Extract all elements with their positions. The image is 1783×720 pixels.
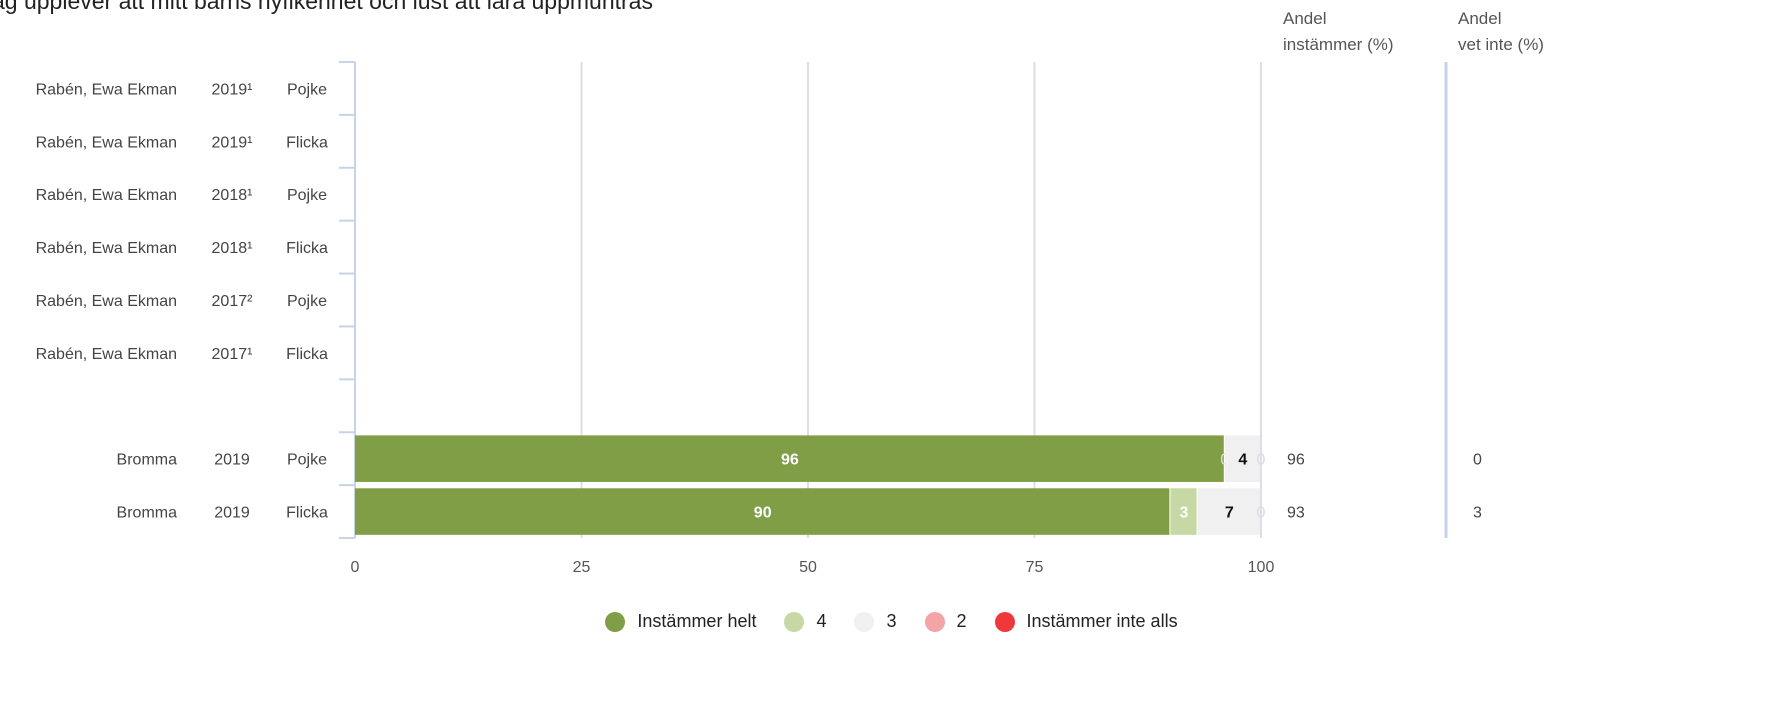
chart-legend: Instämmer helt 4 3 2 Instämmer inte alls bbox=[0, 610, 1783, 632]
legend-label: 4 bbox=[816, 611, 827, 632]
x-tick-label: 0 bbox=[351, 559, 360, 576]
row-label-year: 2018¹ bbox=[212, 240, 253, 257]
row-label-gender: Pojke bbox=[287, 293, 327, 310]
share-agree-header-line2: instämmer (%) bbox=[1283, 35, 1394, 54]
legend-marker bbox=[924, 611, 945, 632]
row-label-school: Bromma bbox=[117, 505, 178, 522]
row-label-gender: Flicka bbox=[286, 134, 328, 151]
share-agree-value: 93 bbox=[1287, 505, 1305, 522]
legend-item[interactable]: Instämmer helt bbox=[605, 610, 756, 632]
bar-segment bbox=[1170, 488, 1197, 535]
bar-data-label: 7 bbox=[1225, 505, 1234, 522]
legend-item[interactable]: 3 bbox=[854, 610, 897, 632]
bar-data-label: 0 bbox=[1257, 452, 1266, 469]
row-label-school: Rabén, Ewa Ekman bbox=[36, 134, 177, 151]
row-label-school: Bromma bbox=[117, 452, 178, 469]
legend-marker bbox=[854, 611, 875, 632]
row-label-gender: Pojke bbox=[287, 187, 327, 204]
row-label-gender: Flicka bbox=[286, 346, 328, 363]
legend-marker bbox=[994, 611, 1015, 632]
row-label-school: Rabén, Ewa Ekman bbox=[36, 240, 177, 257]
legend-marker bbox=[605, 611, 626, 632]
bar-data-label: 96 bbox=[781, 452, 799, 469]
x-tick-label: 25 bbox=[573, 559, 591, 576]
bar-segment bbox=[355, 488, 1170, 535]
share-dont-know-value: 3 bbox=[1473, 505, 1482, 522]
legend-label: 2 bbox=[956, 611, 967, 632]
legend-marker bbox=[784, 611, 805, 632]
legend-item[interactable]: 2 bbox=[924, 610, 967, 632]
legend-item[interactable]: 4 bbox=[784, 610, 826, 632]
legend-label: Instämmer helt bbox=[637, 611, 757, 632]
share-agree-header-line1: Andel bbox=[1283, 9, 1327, 28]
bar-segment bbox=[355, 435, 1224, 482]
legend-label: 3 bbox=[886, 611, 897, 632]
row-label-year: 2019 bbox=[214, 452, 250, 469]
x-tick-label: 100 bbox=[1248, 559, 1275, 576]
row-label-gender: Flicka bbox=[286, 240, 328, 257]
row-label-school: Rabén, Ewa Ekman bbox=[36, 81, 177, 98]
row-label-school: Rabén, Ewa Ekman bbox=[36, 187, 177, 204]
share-agree-value: 96 bbox=[1287, 452, 1305, 469]
row-label-year: 2017¹ bbox=[212, 346, 253, 363]
row-label-gender: Flicka bbox=[286, 505, 328, 522]
bar-segment bbox=[1224, 435, 1260, 482]
row-label-school: Rabén, Ewa Ekman bbox=[36, 293, 177, 310]
bar-data-label: 3 bbox=[1180, 505, 1189, 522]
row-label-year: 2019¹ bbox=[212, 81, 253, 98]
bar-segment bbox=[1197, 488, 1260, 535]
share-agree-header: Andel instämmer (%) bbox=[1283, 6, 1394, 58]
bar-data-label: 0 bbox=[1257, 505, 1266, 522]
legend-item[interactable]: Instämmer inte alls bbox=[994, 610, 1178, 632]
row-label-year: 2018¹ bbox=[212, 187, 253, 204]
chart-title: ag upplever att mitt barns nyfikenhet oc… bbox=[0, 0, 653, 14]
share-dont-know-header: Andel vet inte (%) bbox=[1458, 6, 1544, 58]
bar-data-label: 90 bbox=[754, 505, 772, 522]
legend-label: Instämmer inte alls bbox=[1026, 611, 1178, 632]
stacked-bar-chart: 0 25 50 75 100 Rabén, Ewa Ekman 2019¹ Pojke Rabé… bbox=[36, 61, 1482, 576]
bar-data-label: 0 bbox=[1257, 505, 1266, 522]
share-dont-know-value: 0 bbox=[1473, 452, 1482, 469]
row-label-school: Rabén, Ewa Ekman bbox=[36, 346, 177, 363]
x-tick-label: 75 bbox=[1026, 559, 1044, 576]
bar-data-label: 0 bbox=[1257, 452, 1266, 469]
row-label-year: 2017² bbox=[212, 293, 254, 310]
row-label-year: 2019¹ bbox=[212, 134, 253, 151]
row-label-year: 2019 bbox=[214, 505, 250, 522]
share-dont-know-header-line2: vet inte (%) bbox=[1458, 35, 1544, 54]
share-dont-know-header-line1: Andel bbox=[1458, 9, 1502, 28]
row-label-gender: Pojke bbox=[287, 452, 327, 469]
row-label-gender: Pojke bbox=[287, 81, 327, 98]
bar-data-label: 4 bbox=[1238, 452, 1247, 469]
x-tick-label: 50 bbox=[799, 559, 817, 576]
